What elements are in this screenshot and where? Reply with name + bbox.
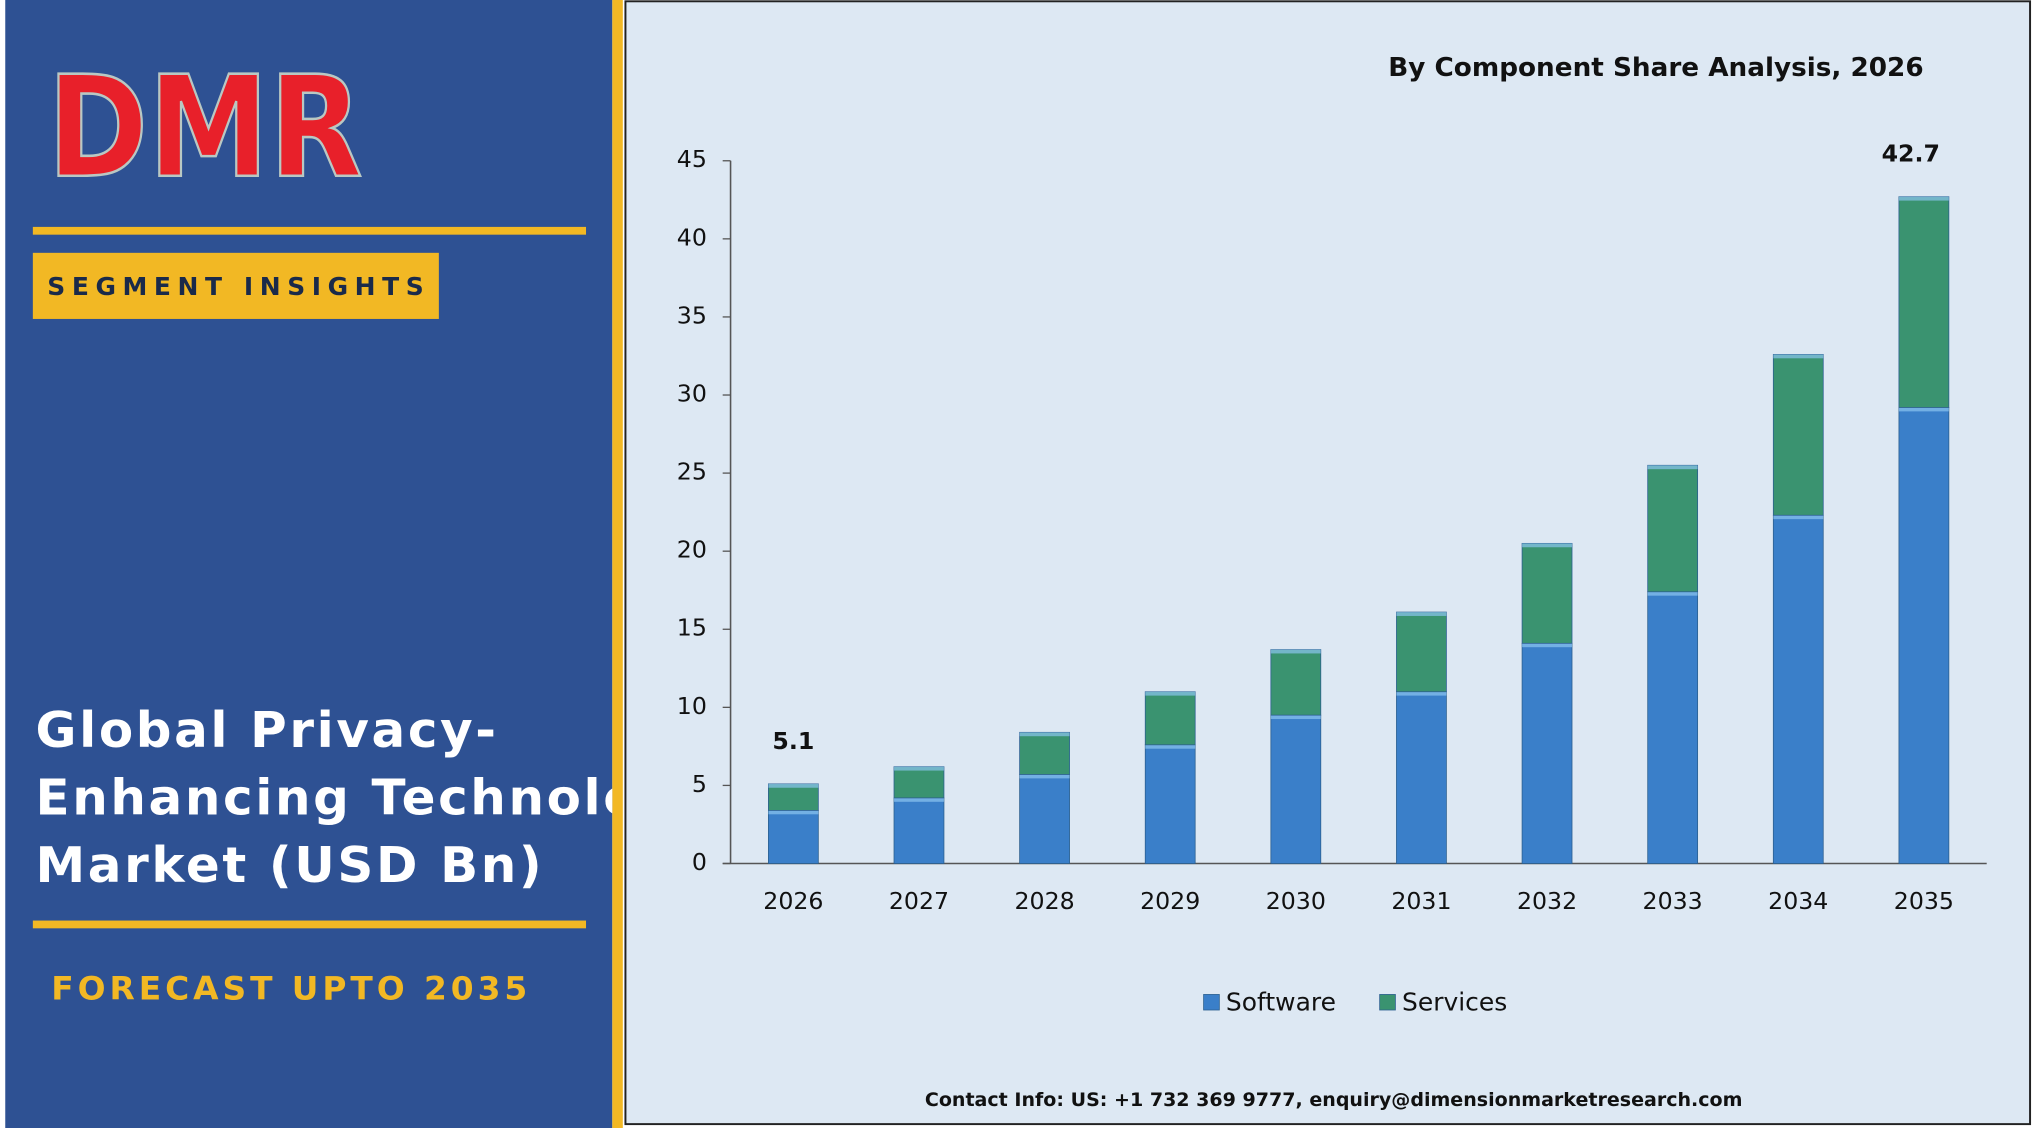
bar-segment bbox=[1772, 514, 1824, 864]
y-tick-label: 35 bbox=[677, 302, 707, 330]
y-tick-label: 15 bbox=[677, 614, 707, 642]
bar-segment bbox=[1521, 542, 1573, 644]
x-tick-label: 2027 bbox=[889, 887, 949, 915]
y-tick-label: 40 bbox=[677, 223, 707, 251]
bar-edge bbox=[1396, 691, 1447, 696]
x-tick-label: 2032 bbox=[1517, 887, 1577, 915]
bar-edge bbox=[1396, 612, 1447, 616]
bar-segment bbox=[768, 783, 819, 811]
bar-segment bbox=[1396, 611, 1447, 693]
bar-segment bbox=[1144, 744, 1196, 864]
bar-segment bbox=[1019, 731, 1070, 775]
total-label: 42.7 bbox=[1882, 140, 1940, 168]
divider bbox=[612, 0, 623, 1128]
segment-badge bbox=[32, 252, 439, 319]
legend-swatch bbox=[1203, 994, 1220, 1011]
bar-segment bbox=[893, 766, 945, 799]
x-tick-label: 2028 bbox=[1015, 887, 1075, 915]
bar-segment bbox=[893, 797, 945, 864]
y-tick-label: 20 bbox=[677, 536, 707, 564]
bar-segment bbox=[1144, 691, 1196, 746]
y-tick-label: 10 bbox=[677, 692, 707, 720]
chart-title: By Component Share Analysis, 2026 bbox=[1388, 53, 1923, 83]
bar-segment bbox=[1270, 714, 1322, 864]
bar-edge bbox=[1019, 732, 1070, 737]
x-tick-label: 2029 bbox=[1140, 887, 1200, 915]
segment-label: SEGMENT INSIGHTS bbox=[47, 272, 430, 301]
y-tick-label: 45 bbox=[677, 145, 707, 173]
x-tick-label: 2026 bbox=[763, 887, 823, 915]
title-line: Market (USD Bn) bbox=[35, 836, 544, 894]
bar-edge bbox=[894, 797, 944, 802]
y-tick-label: 25 bbox=[677, 458, 707, 486]
bar-segment bbox=[1521, 642, 1573, 864]
legend-label: Software bbox=[1226, 988, 1336, 1017]
bar-edge bbox=[894, 766, 944, 771]
bar-edge bbox=[1522, 543, 1573, 548]
bar-edge bbox=[1270, 715, 1321, 720]
x-tick-label: 2030 bbox=[1266, 887, 1326, 915]
bar-segment bbox=[1898, 407, 1950, 864]
title-line: Enhancing Technology bbox=[35, 769, 713, 827]
bar-segment bbox=[1019, 774, 1070, 864]
forecast: FORECAST UPTO 2035 bbox=[51, 970, 531, 1008]
bar-edge bbox=[1145, 744, 1196, 749]
x-tick-label: 2031 bbox=[1391, 887, 1451, 915]
bar-segment bbox=[1647, 591, 1699, 864]
y-tick-label: 0 bbox=[692, 848, 707, 876]
bar-edge bbox=[1773, 515, 1824, 520]
bar-edge bbox=[1270, 649, 1321, 654]
bar-edge bbox=[768, 783, 819, 788]
y-tick-label: 30 bbox=[677, 380, 707, 408]
bar-segment bbox=[768, 810, 819, 864]
bar-segment bbox=[1647, 464, 1699, 593]
x-tick-label: 2033 bbox=[1643, 887, 1703, 915]
legend-label: Services bbox=[1402, 988, 1507, 1017]
bar-segment bbox=[1898, 196, 1950, 408]
bar-segment bbox=[1772, 354, 1824, 516]
contact: Contact Info: US: +1 732 369 9777, enqui… bbox=[925, 1089, 1743, 1111]
legend-swatch bbox=[1379, 994, 1396, 1011]
bar-edge bbox=[1647, 465, 1698, 470]
total-label: 5.1 bbox=[772, 727, 814, 755]
rule bbox=[32, 226, 587, 235]
x-tick-label: 2034 bbox=[1768, 887, 1828, 915]
title-line: Global Privacy- bbox=[35, 702, 498, 760]
bar-edge bbox=[1647, 591, 1698, 596]
y-tick-label: 5 bbox=[692, 770, 707, 798]
bar-edge bbox=[1898, 407, 1949, 412]
bar-segment bbox=[1396, 691, 1447, 864]
bar-segment bbox=[1270, 649, 1322, 716]
left-panel bbox=[5, 0, 613, 1128]
bar-edge bbox=[768, 810, 819, 815]
bar-edge bbox=[1145, 691, 1196, 696]
bar-edge bbox=[1019, 774, 1070, 779]
rule bbox=[32, 920, 587, 929]
bar-edge bbox=[1773, 354, 1824, 359]
logo: DMR bbox=[47, 47, 362, 210]
bar-edge bbox=[1522, 643, 1573, 648]
x-tick-label: 2035 bbox=[1894, 887, 1954, 915]
bar-edge bbox=[1898, 196, 1949, 201]
